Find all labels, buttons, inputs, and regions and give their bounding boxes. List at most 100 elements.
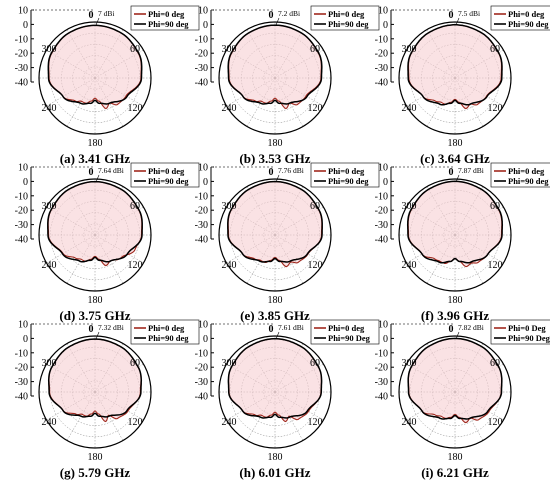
legend-entry: Phi=90 deg: [148, 176, 189, 186]
angle-label-0: 0: [269, 167, 274, 178]
angle-label-300: 300: [222, 44, 237, 55]
polar-chart-4: 10 0 -10 -20 -30 -40 300 60 120 240 180 0 7.76 dBi Ph…: [195, 163, 380, 323]
angle-label-180: 180: [268, 138, 283, 149]
radial-tick-label: -10: [195, 348, 208, 359]
peak-gain-label: 7.82 dBi: [458, 323, 484, 332]
radial-tick-label: -10: [15, 191, 28, 202]
legend-entry: Phi=90 Deg: [508, 333, 550, 343]
polar-chart-3: 10 0 -10 -20 -30 -40 300 60 120 240 180 0 7.64 dBi Ph…: [15, 163, 200, 323]
radial-tick-label: -40: [375, 78, 388, 89]
legend-entry: Phi=90 deg: [508, 19, 549, 29]
angle-label-300: 300: [222, 358, 237, 369]
angle-label-240: 240: [402, 417, 417, 428]
angle-label-60: 60: [310, 201, 320, 212]
subplot-caption: (d) 3.75 GHz: [59, 308, 130, 323]
series-line-phi90: [227, 24, 323, 105]
radial-tick-label: -40: [195, 78, 208, 89]
series-fill: [228, 181, 322, 267]
legend-entry: Phi=0 Deg: [508, 323, 546, 333]
polar-chart-6: 10 0 -10 -20 -30 -40 300 60 120 240 180 0 7.32 dBi Ph…: [15, 319, 200, 480]
radial-tick-label: -20: [195, 49, 208, 60]
angle-label-0: 0: [449, 10, 454, 21]
angle-label-240: 240: [42, 260, 57, 271]
angle-label-120: 120: [308, 103, 323, 114]
series-line-phi90: [47, 338, 143, 418]
angle-label-300: 300: [402, 44, 417, 55]
radial-tick-label: 0: [23, 177, 28, 188]
angle-label-60: 60: [130, 201, 140, 212]
subplot-caption: (e) 3.85 GHz: [240, 308, 310, 323]
legend-box: [490, 5, 550, 31]
angle-label-0: 0: [269, 10, 274, 21]
legend-box: [310, 5, 380, 31]
radial-tick-label: 10: [378, 6, 388, 17]
radial-tick-label: -30: [375, 377, 388, 388]
angle-label-300: 300: [222, 201, 237, 212]
peak-pointer: [275, 331, 280, 340]
angle-label-300: 300: [42, 358, 57, 369]
angle-label-300: 300: [402, 358, 417, 369]
legend-entry: Phi=0 deg: [148, 323, 185, 333]
polar-chart-8: 10 0 -10 -20 -30 -40 300 60 120 240 180 0 7.82 dBi Ph…: [375, 319, 550, 480]
angle-label-0: 0: [89, 10, 94, 21]
legend-box: [130, 319, 200, 345]
radial-tick-label: 10: [198, 163, 208, 174]
radial-tick-label: -20: [195, 363, 208, 374]
radial-tick-label: -30: [15, 220, 28, 231]
radial-tick-label: 10: [18, 320, 28, 331]
radial-tick-label: 0: [23, 334, 28, 345]
legend-box: [490, 319, 550, 345]
peak-pointer: [275, 17, 280, 26]
angle-label-0: 0: [269, 324, 274, 335]
radial-tick-label: -10: [375, 191, 388, 202]
plot-border: [38, 178, 152, 292]
legend-entry: Phi=90 Deg: [328, 333, 371, 343]
legend-entry: Phi=0 deg: [328, 9, 365, 19]
radial-tick-label: -10: [375, 348, 388, 359]
radial-tick-label: 0: [383, 20, 388, 31]
angle-label-60: 60: [490, 358, 500, 369]
subplot-caption: (h) 6.01 GHz: [239, 465, 310, 480]
peak-pointer: [95, 17, 100, 26]
radial-tick-label: -30: [15, 377, 28, 388]
series-line-phi90: [407, 24, 503, 106]
radial-tick-label: -40: [195, 235, 208, 246]
angle-label-300: 300: [42, 44, 57, 55]
series-fill: [48, 181, 142, 266]
radial-tick-label: -10: [375, 34, 388, 45]
plot-border: [398, 21, 512, 135]
peak-pointer: [275, 174, 280, 183]
legend-entry: Phi=0 deg: [148, 9, 185, 19]
radial-tick-label: -40: [375, 392, 388, 403]
series-line-phi90: [47, 180, 143, 263]
angle-label-180: 180: [448, 452, 463, 463]
peak-gain-label: 7.64 dBi: [98, 166, 124, 175]
plot-border: [218, 21, 332, 135]
angle-label-240: 240: [222, 260, 237, 271]
angle-label-120: 120: [488, 417, 503, 428]
radial-tick-label: -40: [375, 235, 388, 246]
angle-label-240: 240: [222, 417, 237, 428]
subplot-caption: (i) 6.21 GHz: [421, 465, 489, 480]
subplot-caption: (f) 3.96 GHz: [421, 308, 489, 323]
angle-label-0: 0: [449, 324, 454, 335]
series-line-phi90: [47, 24, 143, 105]
plot-border: [218, 178, 332, 292]
legend-entry: Phi=90 deg: [328, 176, 369, 186]
plot-border: [218, 335, 332, 449]
subplot-caption: (b) 3.53 GHz: [239, 151, 310, 166]
radial-tick-label: 10: [378, 163, 388, 174]
radial-tick-label: 0: [383, 177, 388, 188]
legend-box: [490, 162, 550, 188]
polar-chart-7: 10 0 -10 -20 -30 -40 300 60 120 240 180 0 7.61 dBi Ph…: [195, 319, 380, 480]
radial-tick-label: 0: [203, 177, 208, 188]
radial-tick-label: -20: [15, 363, 28, 374]
radial-tick-label: -30: [195, 220, 208, 231]
legend-box: [310, 319, 380, 345]
radial-tick-label: 10: [18, 163, 28, 174]
radial-tick-label: -30: [375, 220, 388, 231]
radial-tick-label: 10: [18, 6, 28, 17]
peak-gain-label: 7.87 dBi: [458, 166, 484, 175]
subplot-caption: (c) 3.64 GHz: [420, 151, 490, 166]
